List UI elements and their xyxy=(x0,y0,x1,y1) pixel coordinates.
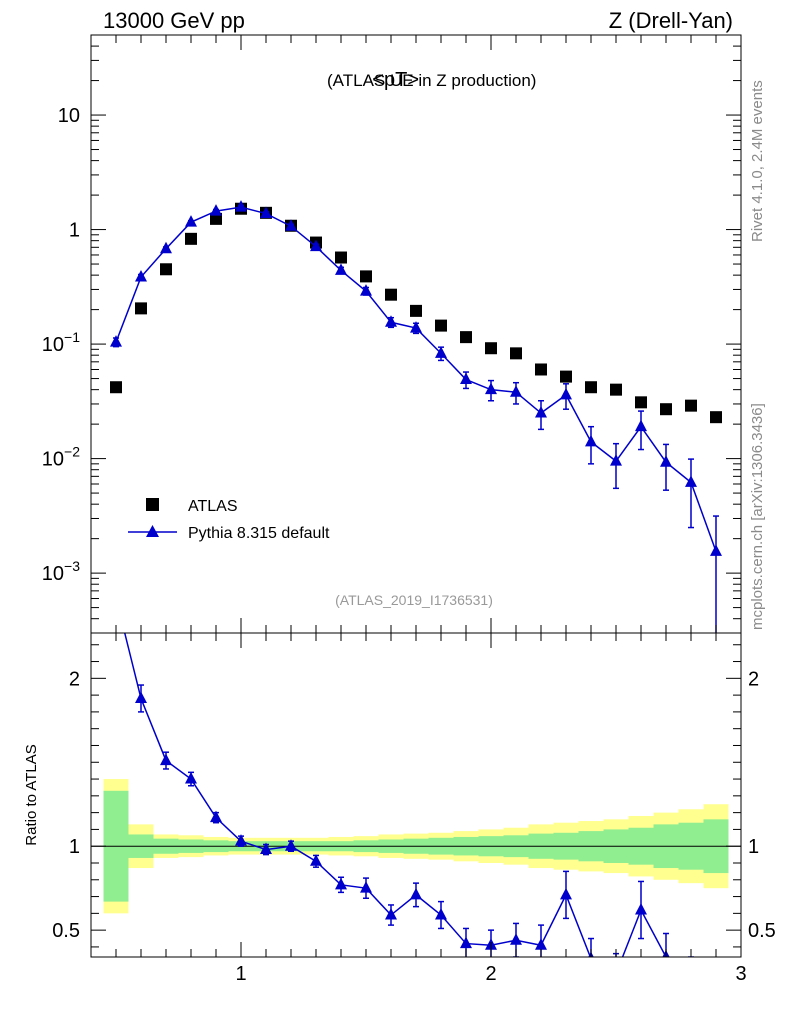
pythia-point xyxy=(485,382,497,395)
ratio-point xyxy=(385,908,397,920)
atlas-data-point xyxy=(385,288,397,301)
pythia-point xyxy=(185,215,197,227)
ratio-y-tick-label: 2 xyxy=(69,668,80,690)
pythia-point xyxy=(710,544,722,556)
atlas-data-point xyxy=(635,396,647,409)
main-y-tick-label: 10 xyxy=(58,105,80,127)
pythia-point xyxy=(385,315,397,327)
atlas-data-point xyxy=(185,232,197,245)
legend: ATLAS Pythia 8.315 default xyxy=(128,498,330,542)
ratio-point xyxy=(635,902,647,915)
atlas-data-point xyxy=(610,383,622,396)
ratio-point xyxy=(210,810,222,823)
ratio-ylabel: Ratio to ATLAS xyxy=(23,744,40,845)
process-label: Z (Drell-Yan) xyxy=(609,8,733,33)
main-y-tick-label: 1 xyxy=(69,220,80,242)
atlas-data-point xyxy=(585,381,597,394)
pythia-point xyxy=(535,406,547,418)
atlas-data-point xyxy=(560,370,572,383)
atlas-data-point xyxy=(710,411,722,424)
legend-pythia-label: Pythia 8.315 default xyxy=(188,525,330,542)
pythia-point xyxy=(685,475,697,487)
ratio-y-tick-label-right: 1 xyxy=(748,836,759,858)
atlas-data-point xyxy=(410,304,422,317)
analysis-label: (ATLAS_2019_I1736531) xyxy=(335,592,493,608)
atlas-data-point xyxy=(685,399,697,412)
chart-title: <pT> xyxy=(372,69,419,91)
ratio-point xyxy=(335,877,347,890)
chart-subtitle: (ATLAS UE in Z production) xyxy=(327,71,536,90)
ratio-point xyxy=(610,967,622,979)
pythia-point xyxy=(460,372,472,385)
rivet-label: Rivet 4.1.0, 2.4M events xyxy=(749,80,766,242)
ratio-point xyxy=(560,887,572,900)
pythia-point xyxy=(135,270,147,282)
pythia-point xyxy=(310,239,322,252)
atlas-data-point xyxy=(660,403,672,416)
atlas-data-point xyxy=(210,212,222,225)
ratio-point xyxy=(435,908,447,920)
legend-atlas-marker xyxy=(146,498,159,511)
ratio-point xyxy=(510,933,522,945)
atlas-data-point xyxy=(135,302,147,315)
pythia-point xyxy=(635,419,647,432)
atlas-data-point xyxy=(160,263,172,276)
main-y-tick-label: 10−1 xyxy=(42,329,80,356)
atlas-data-point xyxy=(360,270,372,283)
ratio-point xyxy=(410,887,422,900)
ratio-y-tick-label: 1 xyxy=(69,836,80,858)
x-tick-label: 2 xyxy=(485,963,496,985)
ratio-y-tick-label-right: 0.5 xyxy=(748,920,776,942)
ratio-point xyxy=(235,834,247,846)
pythia-point xyxy=(585,434,597,447)
pythia-point xyxy=(285,219,297,231)
ratio-point xyxy=(110,591,122,603)
ratio-point xyxy=(685,972,697,984)
ratio-point xyxy=(135,691,147,703)
pythia-point xyxy=(510,385,522,397)
main-y-tick-label: 10−2 xyxy=(42,444,80,471)
atlas-data-point xyxy=(460,331,472,344)
ratio-point xyxy=(360,881,372,893)
pythia-point xyxy=(560,387,572,400)
ratio-point xyxy=(460,936,472,949)
ratio-point xyxy=(535,938,547,950)
ratio-point xyxy=(260,842,272,855)
mcplots-label: mcplots.cern.ch [arXiv:1306.3436] xyxy=(749,403,766,630)
ratio-point xyxy=(285,839,297,851)
main-y-tick-label: 10−3 xyxy=(42,558,80,585)
energy-label: 13000 GeV pp xyxy=(103,8,245,33)
ratio-point xyxy=(185,772,197,784)
pythia-point xyxy=(210,204,222,216)
atlas-data-point xyxy=(535,363,547,376)
pythia-point xyxy=(660,455,672,467)
legend-pythia-marker xyxy=(146,525,159,537)
x-tick-label: 3 xyxy=(735,963,746,985)
pythia-point xyxy=(160,241,172,254)
atlas-data-point xyxy=(110,381,122,394)
pythia-point xyxy=(235,200,247,212)
ratio-point xyxy=(310,854,322,866)
atlas-data-point xyxy=(435,319,447,332)
pythia-point xyxy=(110,335,122,347)
ratio-point xyxy=(160,753,172,766)
atlas-data-point xyxy=(335,251,347,264)
atlas-data-point xyxy=(485,342,497,355)
pythia-point xyxy=(335,263,347,275)
pythia-point xyxy=(260,206,272,219)
atlas-data-point xyxy=(510,347,522,360)
ratio-point xyxy=(710,995,722,1007)
pythia-point xyxy=(610,454,622,466)
ratio-y-tick-label-right: 2 xyxy=(748,668,759,690)
pythia-point xyxy=(435,346,447,358)
x-tick-label: 1 xyxy=(235,963,246,985)
ratio-line xyxy=(123,633,668,957)
pythia-point xyxy=(360,284,372,296)
ratio-y-tick-label: 0.5 xyxy=(52,920,80,942)
pythia-point xyxy=(410,321,422,333)
legend-atlas-label: ATLAS xyxy=(188,498,238,515)
